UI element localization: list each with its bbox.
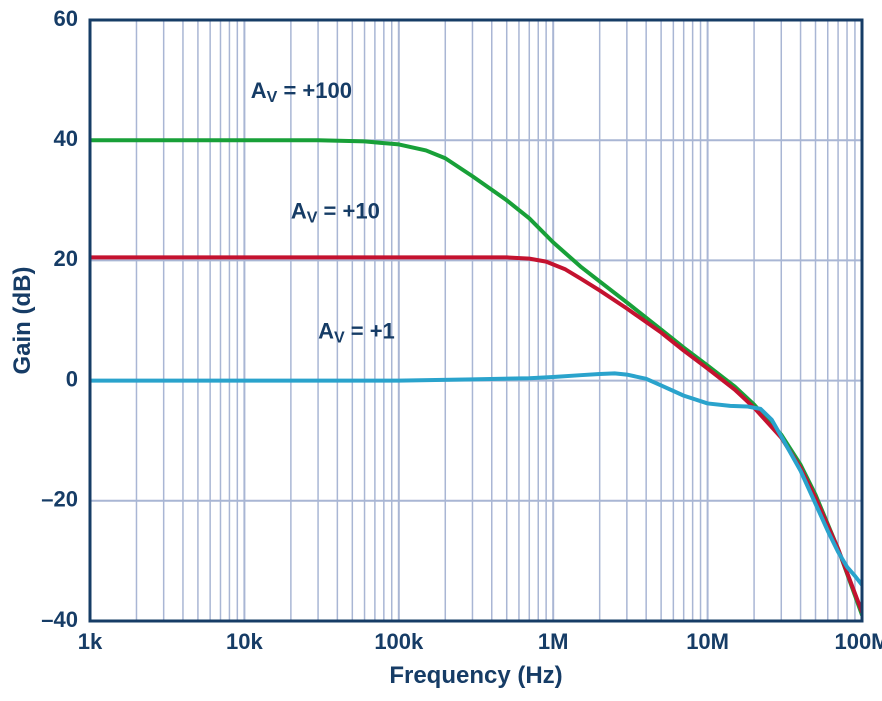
x-tick-label: 10k xyxy=(226,629,263,654)
y-axis-label: Gain (dB) xyxy=(9,267,36,375)
x-tick-label: 100M xyxy=(834,629,882,654)
y-tick-label: 0 xyxy=(66,366,78,391)
series-annotation: AV = +10 xyxy=(291,198,380,226)
y-tick-label: –20 xyxy=(41,487,78,512)
series-annotation: AV = +1 xyxy=(318,319,395,347)
y-tick-label: –40 xyxy=(41,607,78,632)
x-tick-label: 10M xyxy=(686,629,729,654)
x-axis-label: Frequency (Hz) xyxy=(389,662,562,689)
bode-gain-chart: –40 –20 0 20 40 60 1k 10k 100k 1M 10M 100M Frequency… xyxy=(0,0,882,701)
x-tick-label: 1k xyxy=(78,629,103,654)
x-tick-label: 1M xyxy=(538,629,569,654)
y-tick-label: 20 xyxy=(54,246,78,271)
chart-svg: –40 –20 0 20 40 60 1k 10k 100k 1M 10M 100M Frequency… xyxy=(0,0,882,701)
series-annotation: AV = +100 xyxy=(251,78,352,106)
y-tick-label: 60 xyxy=(54,6,78,31)
x-tick-label: 100k xyxy=(374,629,424,654)
y-tick-label: 40 xyxy=(54,126,78,151)
